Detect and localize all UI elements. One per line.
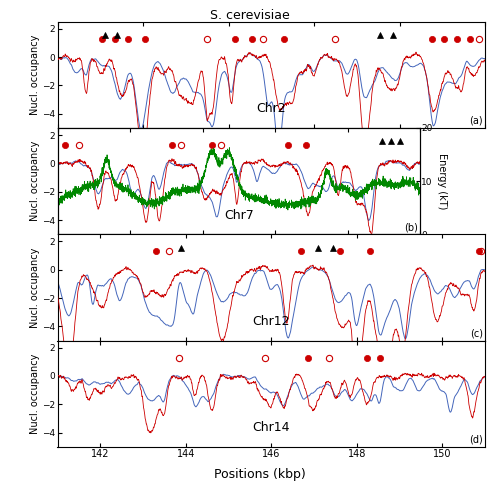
Text: Chr12: Chr12 (252, 315, 290, 328)
Text: (c): (c) (470, 328, 483, 339)
Y-axis label: Nucl. occupancy: Nucl. occupancy (30, 35, 40, 115)
Text: (a): (a) (469, 116, 483, 126)
Text: Chr2: Chr2 (256, 102, 286, 115)
Y-axis label: Nucl. occupancy: Nucl. occupancy (30, 354, 40, 434)
Text: (d): (d) (469, 435, 483, 445)
Y-axis label: Nucl. occupancy: Nucl. occupancy (30, 141, 40, 221)
Y-axis label: Energy (kT): Energy (kT) (437, 153, 447, 209)
Text: (b): (b) (404, 222, 418, 232)
Y-axis label: Nucl. occupancy: Nucl. occupancy (30, 247, 40, 327)
Text: Chr14: Chr14 (252, 421, 290, 434)
Text: Positions (kbp): Positions (kbp) (214, 468, 306, 481)
Text: S. cerevisiae: S. cerevisiae (210, 9, 290, 22)
Text: Chr7: Chr7 (224, 209, 254, 222)
